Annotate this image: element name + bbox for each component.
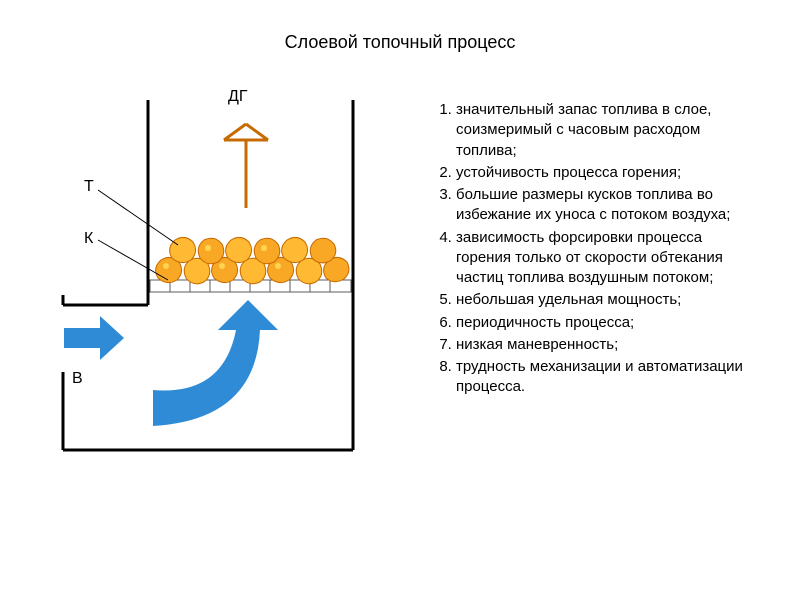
page-title: Слоевой топочный процесс <box>0 32 800 53</box>
air-chamber <box>63 290 353 450</box>
list-item: значительный запас топлива в слое, соизм… <box>456 100 760 161</box>
list-item: зависимость форсировки процесса горения … <box>456 228 760 289</box>
list-item: низкая маневренность; <box>456 335 760 355</box>
list-item: небольшая удельная мощность; <box>456 290 760 310</box>
label-t: Т <box>84 178 94 196</box>
air-inlet-arrow-icon <box>64 316 124 360</box>
leader-line-k <box>98 240 168 280</box>
leader-line-t <box>98 190 178 245</box>
label-dg: ДГ <box>228 88 248 106</box>
air-curved-arrow-icon <box>153 300 278 426</box>
list-item: периодичность процесса; <box>456 313 760 333</box>
list-item: большие размеры кусков топлива во избежа… <box>456 185 760 226</box>
exhaust-arrow-icon <box>224 124 268 208</box>
numbered-list: значительный запас топлива в слое, соизм… <box>430 100 760 400</box>
furnace-diagram <box>58 90 378 510</box>
list-item: устойчивость процесса горения; <box>456 163 760 183</box>
diagram-area: ДГ Т К В <box>58 90 378 510</box>
list-item: трудность механизации и автоматизации пр… <box>456 357 760 398</box>
fuel-bed <box>156 237 349 283</box>
label-k: К <box>84 230 93 248</box>
label-v: В <box>72 370 83 388</box>
